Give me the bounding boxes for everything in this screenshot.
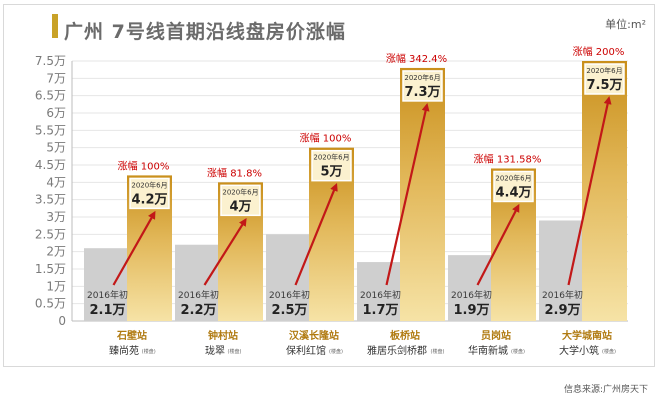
base-date-label: 2016年初 xyxy=(178,289,219,301)
estate-note-label: (楼盘) xyxy=(142,348,156,355)
current-date-label: 2020年6月 xyxy=(586,66,622,75)
growth-label: 涨幅 200% xyxy=(573,45,625,58)
y-tick-label: 1.5万 xyxy=(35,262,66,276)
y-tick-label: 5万 xyxy=(46,141,66,155)
station-label: 汉溪长隆站 xyxy=(289,329,339,342)
current-value-box xyxy=(311,149,352,182)
base-bar xyxy=(175,244,218,321)
current-value-label: 5万 xyxy=(320,165,342,180)
current-value-box xyxy=(129,177,170,210)
estate-note-label: (楼盘) xyxy=(602,348,616,355)
base-date-label: 2016年初 xyxy=(87,289,128,301)
unit-label: 单位:m² xyxy=(605,18,646,31)
chart-title: 广州 7号线首期沿线盘房价涨幅 xyxy=(64,21,346,43)
growth-label: 涨幅 100% xyxy=(300,132,352,145)
station-label: 石壁站 xyxy=(116,329,147,342)
growth-arrow xyxy=(203,217,247,286)
current-value-label: 7.3万 xyxy=(404,85,440,100)
base-date-label: 2016年初 xyxy=(451,289,492,301)
current-date-label: 2020年6月 xyxy=(313,153,349,162)
y-tick-label: 3万 xyxy=(46,210,66,224)
estate-label: 雅居乐剑桥郡 xyxy=(367,344,427,357)
base-date-label: 2016年初 xyxy=(360,289,401,301)
growth-arrow xyxy=(567,96,612,286)
growth-label: 涨幅 131.58% xyxy=(474,152,542,165)
current-value-box xyxy=(220,184,261,217)
base-value-label: 2.1万 xyxy=(89,303,125,318)
y-tick-label: 0 xyxy=(58,314,66,328)
y-tick-label: 2万 xyxy=(46,245,66,259)
base-bar xyxy=(357,262,400,321)
estate-note-label: (楼盘) xyxy=(511,348,525,355)
station-label: 板桥站 xyxy=(390,329,420,342)
base-bar xyxy=(448,255,491,321)
growth-arrow xyxy=(476,203,520,286)
base-bar xyxy=(266,234,309,321)
y-tick-label: 6万 xyxy=(46,106,66,120)
base-date-label: 2016年初 xyxy=(269,289,310,301)
current-value-label: 4.4万 xyxy=(495,185,531,200)
station-label: 大学城南站 xyxy=(562,329,612,342)
base-date-label: 2016年初 xyxy=(542,289,583,301)
base-bar xyxy=(84,248,127,321)
growth-label: 涨幅 100% xyxy=(118,159,170,172)
y-tick-label: 2.5万 xyxy=(35,227,66,241)
y-tick-label: 0.5万 xyxy=(35,297,66,311)
y-tick-label: 7.5万 xyxy=(35,54,66,68)
growth-arrow xyxy=(385,103,430,286)
y-tick-label: 4万 xyxy=(46,175,66,189)
current-value-box xyxy=(584,63,625,95)
y-tick-label: 6.5万 xyxy=(35,89,66,103)
estate-label: 保利红馆 xyxy=(286,344,326,357)
estate-label: 珑翠 xyxy=(205,345,225,357)
current-date-label: 2020年6月 xyxy=(495,173,531,182)
y-tick-label: 3.5万 xyxy=(35,193,66,207)
estate-label: 大学小筑 xyxy=(559,344,599,357)
y-tick-label: 4.5万 xyxy=(35,158,66,172)
base-value-label: 1.7万 xyxy=(362,303,398,318)
current-value-label: 4.2万 xyxy=(131,192,167,207)
estate-label: 华南新城 xyxy=(468,344,508,357)
y-tick-label: 7万 xyxy=(46,71,66,85)
growth-arrow xyxy=(112,210,156,286)
current-date-label: 2020年6月 xyxy=(131,180,167,189)
estate-note-label: (楼盘) xyxy=(329,348,343,355)
station-label: 钟村站 xyxy=(208,329,238,342)
current-value-label: 7.5万 xyxy=(586,78,622,93)
base-bar xyxy=(539,220,582,321)
station-label: 员岗站 xyxy=(481,329,511,342)
y-tick-label: 1万 xyxy=(46,279,66,293)
current-value-box xyxy=(402,70,443,102)
current-value-label: 4万 xyxy=(229,199,251,214)
estate-note-label: (楼盘) xyxy=(431,348,445,355)
base-value-label: 1.9万 xyxy=(453,303,489,318)
source-note: 信息来源:广州房天下 xyxy=(563,385,648,395)
base-value-label: 2.5万 xyxy=(271,303,307,318)
title-accent-bar xyxy=(52,14,58,38)
estate-label: 臻尚苑 xyxy=(109,344,139,357)
estate-note-label: (楼盘) xyxy=(228,348,242,355)
y-tick-label: 5.5万 xyxy=(35,123,66,137)
base-value-label: 2.2万 xyxy=(180,303,216,318)
growth-label: 涨幅 342.4% xyxy=(386,52,447,65)
growth-arrow xyxy=(294,182,338,286)
current-date-label: 2020年6月 xyxy=(222,187,258,196)
base-value-label: 2.9万 xyxy=(544,303,580,318)
growth-label: 涨幅 81.8% xyxy=(207,166,262,179)
current-value-box xyxy=(493,170,534,203)
current-date-label: 2020年6月 xyxy=(404,73,440,82)
